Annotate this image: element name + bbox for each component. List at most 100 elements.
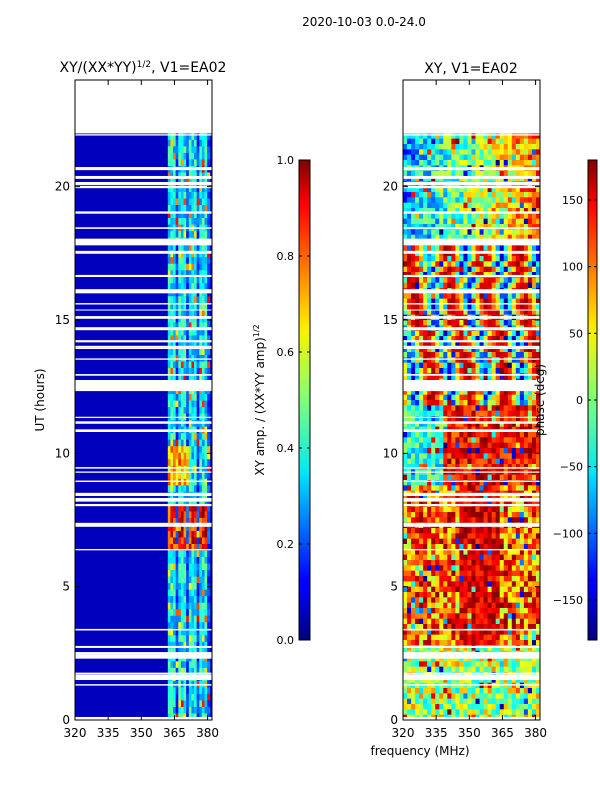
amplitude-cell [186, 700, 190, 708]
phase-cell [471, 554, 476, 561]
amplitude-cell [178, 530, 182, 538]
amplitude-cell [201, 583, 205, 591]
phase-cell [515, 437, 521, 444]
phase-cell [415, 597, 420, 604]
amplitude-cell [167, 407, 171, 415]
phase-cell [507, 309, 513, 316]
amplitude-cell [173, 309, 177, 317]
amplitude-cell [191, 283, 195, 291]
amplitude-cell [186, 205, 190, 212]
phase-cell [447, 405, 452, 412]
phase-cell [495, 202, 501, 209]
amplitude-cell [194, 485, 198, 493]
phase-cell [515, 197, 521, 204]
amplitude-cell [173, 661, 177, 669]
phase-cell [435, 608, 440, 614]
phase-cell [503, 133, 509, 140]
phase-cell [439, 272, 444, 278]
amplitude-cell [183, 218, 187, 225]
phase-cell [431, 666, 436, 673]
phase-cell [503, 346, 509, 353]
phase-cell [527, 597, 533, 604]
phase-cell [535, 256, 540, 262]
phase-cell [507, 432, 513, 438]
phase-cell [523, 597, 529, 604]
phase-cell [439, 586, 444, 593]
phase-cell [467, 154, 472, 161]
amplitude-cell [186, 368, 190, 375]
phase-cell [491, 389, 497, 396]
phase-cell [523, 208, 529, 214]
amplitude-cell [201, 302, 205, 310]
amplitude-cell [204, 185, 208, 193]
phase-cell [423, 506, 428, 513]
phase-cell [479, 202, 484, 209]
amplitude-cell [183, 283, 187, 291]
phase-cell [443, 506, 448, 513]
phase-cell [483, 485, 489, 492]
amplitude-cell [173, 687, 177, 695]
amplitude-cell [183, 348, 187, 356]
phase-cell [415, 154, 420, 161]
amplitude-cell [188, 218, 192, 225]
phase-cell [527, 624, 533, 630]
phase-cell [415, 410, 420, 417]
phase-cell [491, 138, 497, 145]
phase-cell [407, 368, 412, 374]
amplitude-cell [178, 407, 182, 415]
phase-cell [415, 602, 420, 609]
phase-cell [451, 624, 456, 630]
phase-cell [411, 133, 416, 140]
phase-cell [447, 581, 452, 588]
phase-cell [463, 213, 468, 220]
phase-cell [483, 368, 489, 374]
phase-cell [403, 261, 408, 268]
phase-cell [527, 330, 533, 337]
amplitude-cell [175, 576, 179, 584]
phase-cell [499, 432, 505, 438]
phase-cell [419, 544, 424, 550]
phase-cell [479, 538, 484, 545]
phase-cell [463, 133, 468, 140]
phase-cell [459, 565, 464, 572]
amplitude-cell [188, 537, 192, 545]
amplitude-cell [178, 706, 182, 714]
phase-cell [459, 368, 464, 374]
amplitude-cell [167, 198, 171, 206]
phase-cell [459, 394, 464, 401]
phase-cell [535, 448, 540, 454]
amplitude-cell [186, 687, 190, 695]
phase-cell [447, 661, 452, 668]
phase-cell [415, 613, 420, 620]
phase-cell [435, 533, 440, 540]
amplitude-cell [183, 172, 187, 180]
amplitude-cell [199, 276, 203, 284]
phase-cell [423, 602, 428, 609]
phase-cell [447, 197, 452, 204]
phase-cell [511, 549, 517, 556]
amplitude-cell [204, 706, 208, 714]
amplitude-cell [196, 498, 200, 506]
phase-cell [535, 138, 540, 145]
amplitude-cell [183, 433, 187, 441]
phase-cell [499, 570, 505, 577]
phase-cell [483, 528, 489, 534]
phase-cell [463, 533, 468, 540]
phase-cell [431, 629, 436, 636]
amplitude-cell [167, 322, 171, 330]
phase-cell [447, 448, 452, 454]
phase-cell [507, 442, 513, 449]
phase-cell [503, 352, 509, 358]
phase-cell [463, 400, 468, 406]
phase-cell [475, 293, 480, 300]
phase-cell [487, 634, 493, 641]
phase-cell [435, 192, 440, 198]
phase-cell [531, 624, 537, 630]
phase-cell [419, 186, 424, 193]
amplitude-cell [196, 400, 200, 408]
phase-cell [435, 421, 440, 428]
phase-cell [411, 202, 416, 209]
phase-cell [507, 608, 513, 614]
phase-cell [515, 661, 521, 668]
phase-cell [487, 309, 493, 316]
